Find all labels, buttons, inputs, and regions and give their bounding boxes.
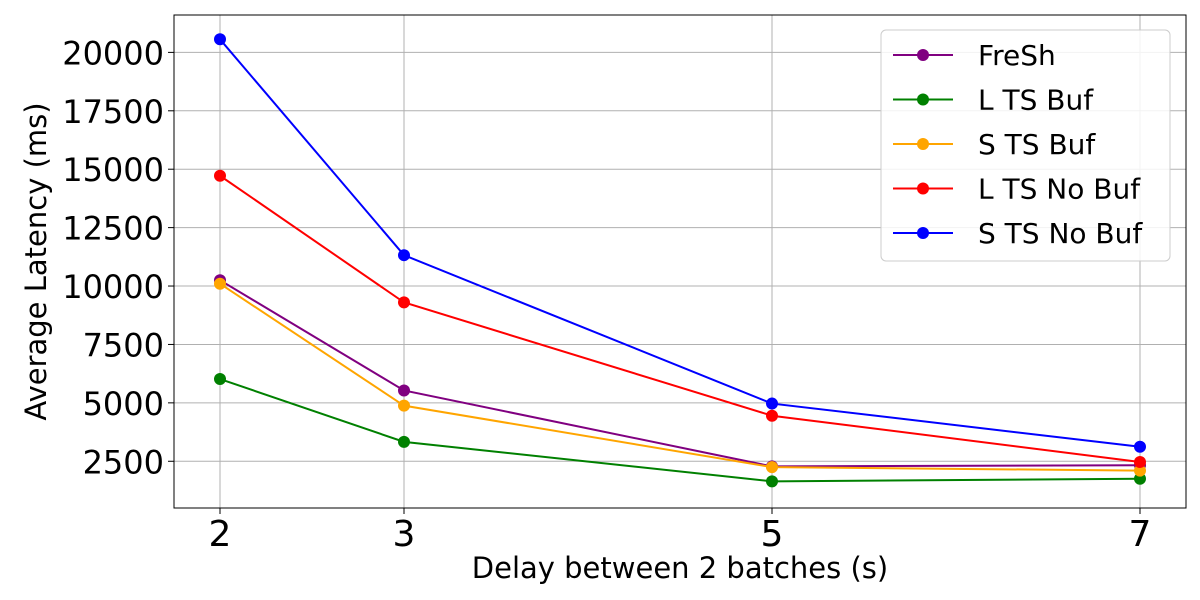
legend-label: L TS Buf bbox=[978, 84, 1094, 117]
data-point bbox=[398, 384, 410, 397]
y-tick-label: 10000 bbox=[62, 268, 164, 306]
legend-label: S TS Buf bbox=[978, 128, 1096, 161]
legend-swatch-marker bbox=[917, 138, 929, 150]
legend-item: L TS No Buf bbox=[893, 173, 1141, 206]
data-point bbox=[214, 33, 226, 46]
data-point bbox=[1134, 464, 1146, 477]
series-line bbox=[219, 279, 1141, 468]
x-axis-label: Delay between 2 batches (s) bbox=[472, 551, 888, 585]
data-point bbox=[766, 397, 778, 410]
series-line bbox=[219, 174, 1141, 463]
data-point bbox=[1134, 455, 1146, 468]
data-point bbox=[398, 249, 410, 262]
series-s-ts-no-buf bbox=[214, 33, 1146, 453]
data-point bbox=[766, 409, 778, 422]
y-tick-label: 20000 bbox=[62, 34, 164, 72]
legend-swatch-marker bbox=[917, 227, 929, 239]
plot-area-frame bbox=[173, 14, 1187, 509]
legend-box bbox=[880, 29, 1171, 262]
legend: FreSh L TS Buf S TS Buf L TS No Buf S TS No … bbox=[880, 29, 1171, 262]
data-point bbox=[398, 296, 410, 309]
legend-swatch-marker bbox=[917, 49, 929, 61]
legend-item: S TS No Buf bbox=[893, 217, 1143, 250]
series-lines bbox=[214, 33, 1146, 488]
data-point bbox=[214, 373, 226, 386]
legend-item: L TS Buf bbox=[893, 84, 1094, 117]
series-line bbox=[219, 378, 1141, 483]
data-point bbox=[766, 475, 778, 488]
x-tick-label: 7 bbox=[1129, 514, 1152, 555]
series-line bbox=[219, 38, 1141, 448]
y-tick-label: 7500 bbox=[83, 326, 164, 364]
legend-item: S TS Buf bbox=[893, 128, 1096, 161]
axis-ticks: 2 3 5 7 2500 5000 7500 10000 12500 15000 17500 2000… bbox=[62, 34, 1151, 555]
data-point bbox=[214, 277, 226, 290]
series-s-ts-buf bbox=[214, 277, 1146, 477]
y-tick-label: 17500 bbox=[62, 93, 164, 131]
legend-label: L TS No Buf bbox=[978, 173, 1141, 206]
data-point bbox=[1134, 440, 1146, 453]
data-point bbox=[398, 435, 410, 448]
series-l-ts-no-buf bbox=[214, 169, 1146, 468]
legend-item: FreSh bbox=[893, 39, 1056, 72]
legend-label: S TS No Buf bbox=[978, 217, 1143, 250]
y-tick-label: 2500 bbox=[83, 443, 164, 481]
x-tick-label: 2 bbox=[209, 514, 232, 555]
y-tick-label: 5000 bbox=[83, 385, 164, 423]
series-line bbox=[219, 282, 1141, 472]
x-tick-label: 3 bbox=[393, 514, 416, 555]
y-axis-label: Average Latency (ms) bbox=[19, 102, 53, 420]
data-point bbox=[398, 399, 410, 412]
y-tick-label: 15000 bbox=[62, 151, 164, 189]
x-tick-label: 5 bbox=[761, 514, 784, 555]
legend-swatch-marker bbox=[917, 93, 929, 106]
y-tick-label: 12500 bbox=[62, 210, 164, 248]
data-point bbox=[766, 461, 778, 474]
data-point bbox=[214, 169, 226, 182]
legend-label: FreSh bbox=[978, 39, 1056, 72]
legend-swatch-marker bbox=[917, 182, 929, 195]
